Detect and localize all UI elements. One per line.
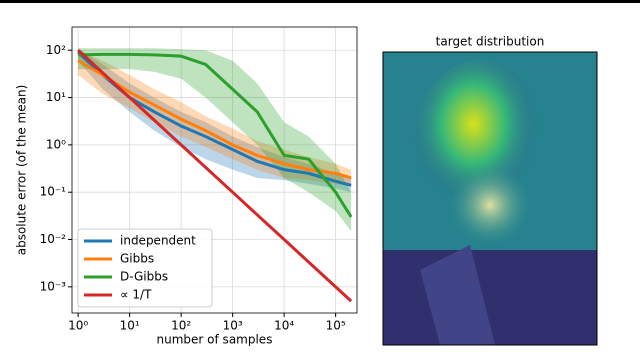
y-tick-label: 10⁰ — [46, 137, 66, 151]
y-axis-label: absolute error (of the mean) — [15, 85, 29, 256]
x-tick-label: 10⁵ — [326, 319, 346, 333]
x-tick-label: 10² — [171, 319, 191, 333]
x-tick-label: 10⁰ — [68, 319, 88, 333]
confidence-band — [78, 48, 352, 232]
image-panel: target distribution — [382, 35, 598, 346]
series-line — [77, 59, 352, 180]
legend-label: ∝ 1/T — [120, 288, 152, 302]
y-tick-label: 10⁻² — [40, 232, 67, 246]
series-line — [77, 49, 353, 303]
image-frame — [382, 51, 598, 346]
axes-frame — [71, 26, 358, 314]
line-chart: 10⁰ 10¹ 10² 10³ 10⁴ 10⁵10⁻³10⁻²10⁻¹10⁰10¹10²n… — [15, 26, 358, 347]
x-tick-label: 10⁴ — [274, 319, 294, 333]
y-tick-label: 10⁻¹ — [40, 185, 67, 199]
image-beard — [450, 165, 530, 245]
legend-label: independent — [120, 234, 196, 248]
legend-label: Gibbs — [120, 252, 154, 266]
series-line — [78, 52, 353, 218]
image-shape — [420, 245, 495, 345]
top-bar — [0, 0, 640, 3]
y-tick-label: 10¹ — [46, 90, 66, 104]
legend-label: D-Gibbs — [120, 270, 168, 284]
x-axis-label: number of samples — [157, 333, 273, 347]
x-tick-label: 10¹ — [120, 319, 140, 333]
y-tick-label: 10⁻³ — [40, 279, 67, 293]
x-tick-label: 10³ — [223, 319, 243, 333]
legend-box — [77, 228, 213, 308]
y-tick-label: 10² — [46, 43, 66, 57]
image-title: target distribution — [436, 35, 545, 49]
